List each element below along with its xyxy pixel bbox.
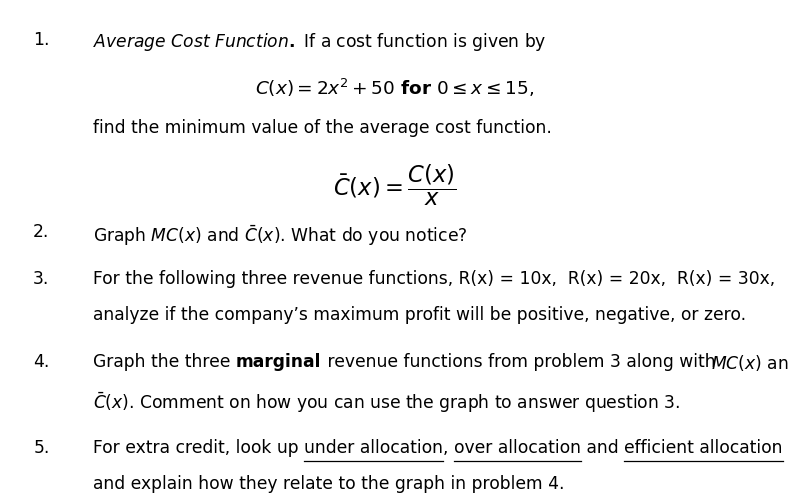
Text: revenue functions from problem 3 along with: revenue functions from problem 3 along w… — [322, 353, 720, 371]
Text: marginal: marginal — [236, 353, 322, 371]
Text: $\bar{C}(x)$. Comment on how you can use the graph to answer question 3.: $\bar{C}(x)$. Comment on how you can use… — [93, 390, 680, 415]
Text: $\bar{C}(x) = \dfrac{C(x)}{x}$: $\bar{C}(x) = \dfrac{C(x)}{x}$ — [333, 163, 457, 208]
Text: $C(x) = 2x^2 + 50\ \mathbf{for}\ 0 \leq x \leq 15,$: $C(x) = 2x^2 + 50\ \mathbf{for}\ 0 \leq … — [255, 77, 535, 99]
Text: 2.: 2. — [33, 223, 50, 241]
Text: find the minimum value of the average cost function.: find the minimum value of the average co… — [93, 119, 552, 136]
Text: Graph the three: Graph the three — [93, 353, 236, 371]
Text: 1.: 1. — [33, 31, 50, 48]
Text: Graph $\mathit{MC}(x)$ and $\bar{\mathit{C}}(x)$. What do you notice?: Graph $\mathit{MC}(x)$ and $\bar{\mathit… — [93, 223, 468, 248]
Text: Graph the three marginal revenue functions from problem 3 along with: Graph the three marginal revenue functio… — [93, 353, 711, 371]
Text: $\mathit{MC}(x)$ and: $\mathit{MC}(x)$ and — [711, 353, 790, 373]
Text: For the following three revenue functions, R(x) = 10x,  R(x) = 20x,  R(x) = 30x,: For the following three revenue function… — [93, 270, 775, 288]
Text: 4.: 4. — [33, 353, 50, 371]
Text: under allocation: under allocation — [304, 439, 443, 456]
Text: efficient allocation: efficient allocation — [624, 439, 783, 456]
Text: over allocation: over allocation — [454, 439, 581, 456]
Text: 5.: 5. — [33, 439, 50, 456]
Text: and explain how they relate to the graph in problem 4.: and explain how they relate to the graph… — [93, 475, 565, 493]
Text: 3.: 3. — [33, 270, 50, 288]
Text: analyze if the company’s maximum profit will be positive, negative, or zero.: analyze if the company’s maximum profit … — [93, 306, 747, 324]
Text: $\mathbf{\mathit{Average\ Cost\ Function}}$$\mathbf{.}$ If a cost function is gi: $\mathbf{\mathit{Average\ Cost\ Function… — [93, 31, 547, 53]
Text: For extra credit, look up: For extra credit, look up — [93, 439, 304, 456]
Text: and: and — [581, 439, 624, 456]
Text: ,: , — [443, 439, 454, 456]
